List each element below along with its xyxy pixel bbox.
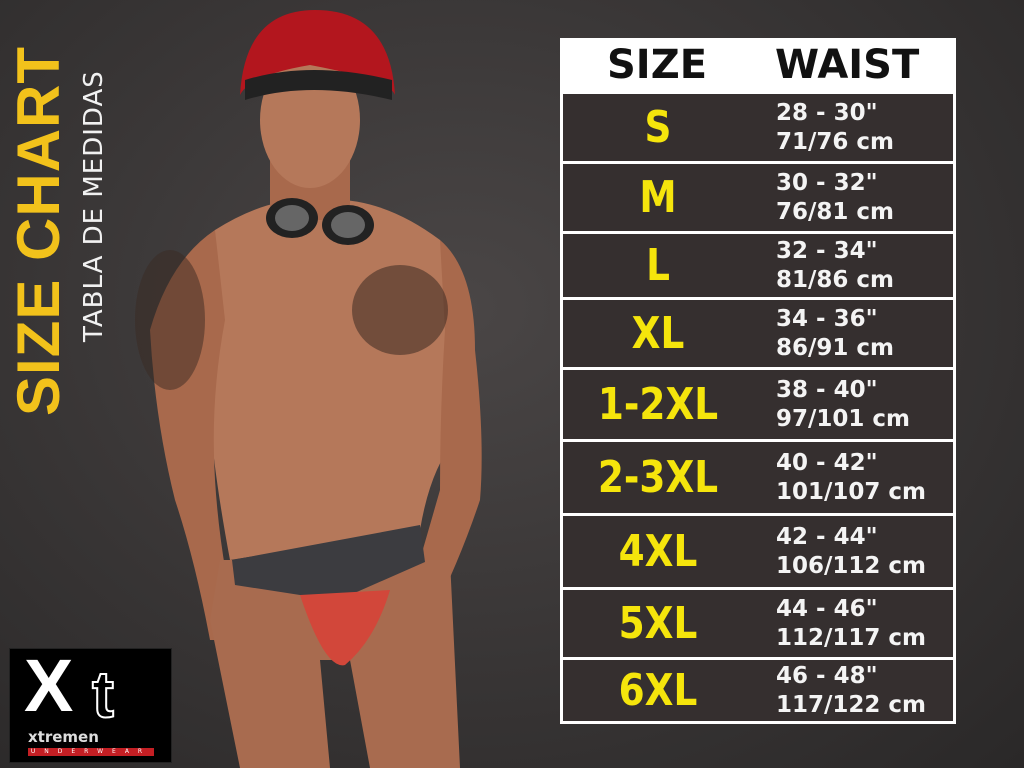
- header-waist: WAIST: [775, 42, 920, 88]
- table-row: M 30 - 32" 76/81 cm: [563, 164, 953, 231]
- size-label: 5XL: [618, 598, 698, 649]
- logo-brand: xtremen: [28, 728, 99, 746]
- size-label: 1-2XL: [597, 379, 719, 430]
- table-row: 5XL 44 - 46" 112/117 cm: [563, 590, 953, 657]
- table-header: SIZE WAIST: [560, 38, 956, 92]
- size-label: M: [639, 172, 677, 223]
- waist-cm: 97/101 cm: [776, 405, 911, 432]
- waist-value: 46 - 48" 117/122 cm: [776, 662, 926, 720]
- table-row: L 32 - 34" 81/86 cm: [563, 234, 953, 297]
- table-row: S 28 - 30" 71/76 cm: [563, 94, 953, 161]
- size-chart-title: SIZE CHART: [5, 46, 72, 416]
- waist-inches: 46 - 48": [776, 662, 878, 689]
- table-row: XL 34 - 36" 86/91 cm: [563, 300, 953, 367]
- waist-inches: 28 - 30": [776, 99, 878, 126]
- waist-cm: 106/112 cm: [776, 552, 927, 579]
- waist-inches: 30 - 32": [776, 169, 878, 196]
- waist-value: 32 - 34" 81/86 cm: [776, 237, 894, 295]
- size-label: 4XL: [618, 526, 698, 577]
- model-photo: [135, 10, 482, 768]
- waist-value: 44 - 46" 112/117 cm: [776, 595, 926, 653]
- waist-inches: 44 - 46": [776, 595, 878, 622]
- waist-cm: 117/122 cm: [776, 691, 927, 718]
- size-label: 2-3XL: [597, 452, 719, 503]
- waist-value: 28 - 30" 71/76 cm: [776, 99, 894, 157]
- table-row: 2-3XL 40 - 42" 101/107 cm: [563, 442, 953, 513]
- table-row: 4XL 42 - 44" 106/112 cm: [563, 516, 953, 587]
- size-label: S: [644, 102, 672, 153]
- waist-inches: 32 - 34": [776, 237, 878, 264]
- header-size: SIZE: [607, 42, 708, 88]
- waist-value: 30 - 32" 76/81 cm: [776, 169, 894, 227]
- waist-cm: 81/86 cm: [776, 266, 895, 293]
- waist-cm: 86/91 cm: [776, 334, 895, 361]
- waist-cm: 76/81 cm: [776, 198, 895, 225]
- waist-value: 38 - 40" 97/101 cm: [776, 376, 910, 434]
- waist-inches: 40 - 42": [776, 449, 878, 476]
- size-label: XL: [631, 308, 685, 359]
- table-row: 6XL 46 - 48" 117/122 cm: [563, 660, 953, 721]
- waist-value: 42 - 44" 106/112 cm: [776, 523, 926, 581]
- waist-inches: 38 - 40": [776, 376, 878, 403]
- waist-cm: 112/117 cm: [776, 624, 927, 651]
- size-chart-subtitle: TABLA DE MEDIDAS: [79, 70, 109, 342]
- size-label: 6XL: [618, 665, 698, 716]
- logo-tagline: UNDERWEAR: [28, 748, 154, 756]
- size-table: SIZE WAIST S 28 - 30" 71/76 cm M 30 - 32"…: [560, 38, 956, 724]
- table-row: 1-2XL 38 - 40" 97/101 cm: [563, 370, 953, 439]
- waist-cm: 71/76 cm: [776, 128, 895, 155]
- logo-x-mark: X: [24, 648, 74, 727]
- waist-inches: 42 - 44": [776, 523, 878, 550]
- waist-value: 40 - 42" 101/107 cm: [776, 449, 926, 507]
- waist-inches: 34 - 36": [776, 305, 878, 332]
- logo-t-mark: t: [91, 657, 115, 731]
- waist-cm: 101/107 cm: [776, 478, 927, 505]
- brand-logo: X t xtremen UNDERWEAR: [9, 648, 172, 763]
- waist-value: 34 - 36" 86/91 cm: [776, 305, 894, 363]
- size-label: L: [646, 240, 670, 291]
